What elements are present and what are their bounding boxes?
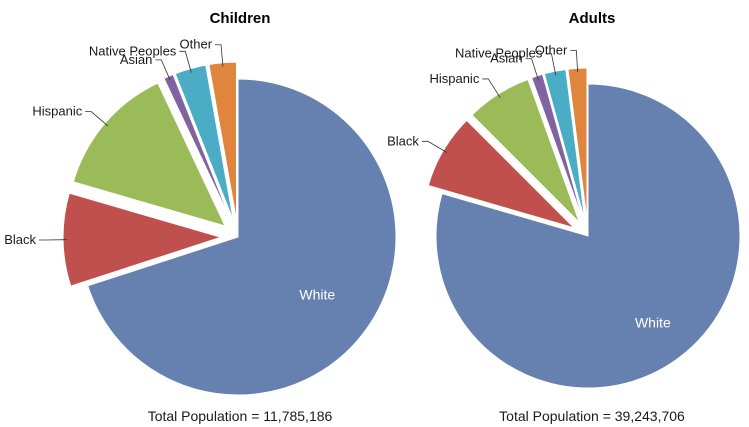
adults-label-other: Other bbox=[535, 42, 568, 57]
children-leader-native-peoples bbox=[179, 50, 192, 73]
children-label-hispanic: Hispanic bbox=[32, 104, 82, 119]
children-label-white: White bbox=[299, 287, 335, 303]
children-leader-asian bbox=[155, 59, 171, 81]
adults-leader-hispanic bbox=[482, 78, 501, 98]
children-title: Children bbox=[210, 10, 271, 27]
adults-label-native-peoples: Native Peoples bbox=[455, 46, 543, 61]
children-label-other: Other bbox=[180, 37, 213, 52]
children-leader-other bbox=[215, 44, 224, 67]
adults-leader-other bbox=[570, 49, 579, 73]
adults-title: Adults bbox=[569, 10, 616, 27]
adults-leader-asian bbox=[525, 58, 539, 80]
children-total-population: Total Population = 11,785,186 bbox=[148, 408, 333, 424]
children-label-asian: Asian bbox=[120, 52, 153, 67]
adults-label-asian: Asian bbox=[490, 51, 523, 66]
children-label-native-peoples: Native Peoples bbox=[89, 43, 177, 58]
adults-total-population: Total Population = 39,243,706 bbox=[499, 408, 685, 424]
adults-leader-black bbox=[421, 140, 448, 153]
adults-label-hispanic: Hispanic bbox=[429, 71, 479, 86]
adults-label-white: White bbox=[635, 314, 671, 330]
children-slice-white bbox=[87, 78, 397, 396]
children-label-black: Black bbox=[4, 232, 36, 247]
adults-slice-white bbox=[435, 83, 741, 389]
adults-leader-native-peoples bbox=[545, 53, 557, 76]
children-leader-hispanic bbox=[85, 111, 109, 127]
adults-label-black: Black bbox=[387, 133, 419, 148]
